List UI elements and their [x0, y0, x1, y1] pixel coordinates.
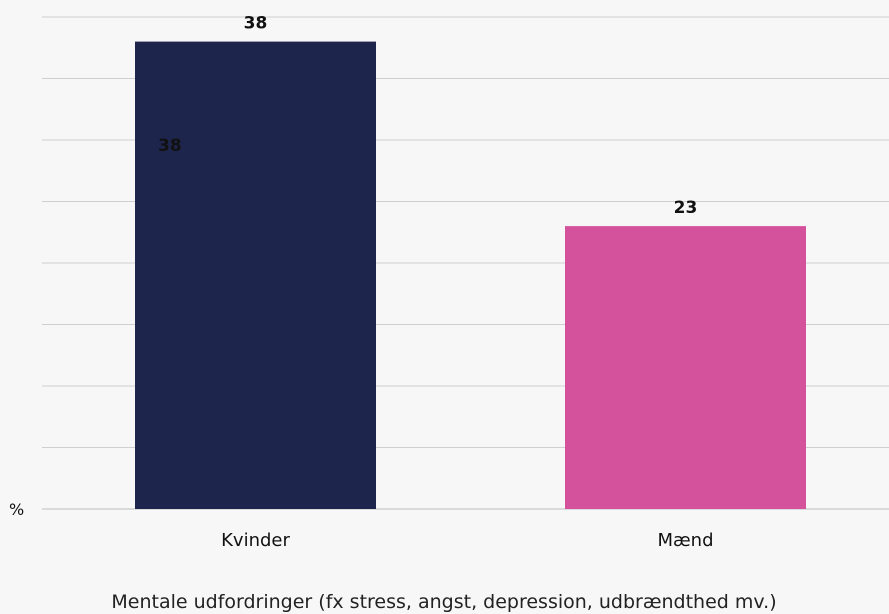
data-label-kvinder: 38	[244, 14, 268, 34]
category-label-kvinder: Kvinder	[221, 530, 290, 551]
y-unit-label: %	[9, 500, 24, 519]
bar-kvinder	[135, 41, 376, 509]
bar-inner-value-label: 38	[158, 136, 182, 156]
bar-mænd	[565, 226, 806, 509]
data-label-mænd: 23	[674, 198, 698, 218]
labels: 38 Kvinder 23 Mænd	[221, 14, 713, 551]
x-axis-title: Mentale udfordringer (fx stress, angst, …	[111, 591, 776, 613]
bars	[135, 41, 806, 509]
category-label-mænd: Mænd	[657, 530, 713, 551]
